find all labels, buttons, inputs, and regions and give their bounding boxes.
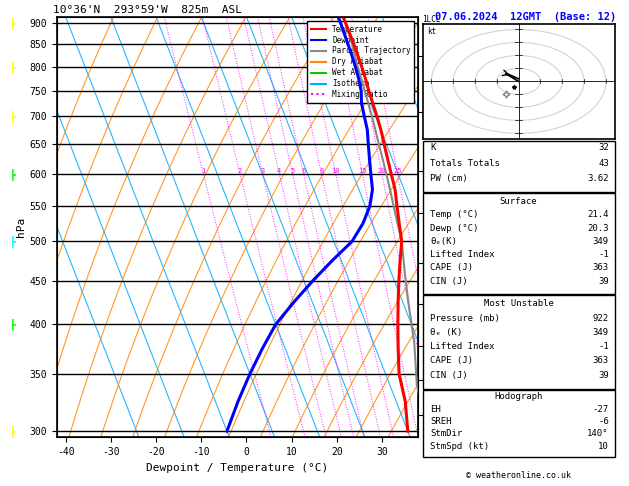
Text: Totals Totals: Totals Totals — [430, 158, 500, 168]
Legend: Temperature, Dewpoint, Parcel Trajectory, Dry Adiabat, Wet Adiabat, Isotherm, Mi: Temperature, Dewpoint, Parcel Trajectory… — [307, 21, 415, 103]
Text: 20.3: 20.3 — [587, 224, 609, 233]
Text: -27: -27 — [593, 405, 609, 414]
Text: Lifted Index: Lifted Index — [430, 342, 495, 351]
Text: Surface: Surface — [500, 197, 537, 206]
Text: 20: 20 — [377, 168, 386, 174]
Text: Most Unstable: Most Unstable — [484, 299, 554, 308]
Text: 3: 3 — [260, 168, 265, 174]
Text: 1: 1 — [201, 168, 206, 174]
Text: 363: 363 — [593, 263, 609, 273]
Y-axis label: hPa: hPa — [16, 217, 26, 237]
Text: kt: kt — [427, 27, 437, 36]
Text: ┣: ┣ — [9, 236, 15, 247]
Text: K: K — [430, 143, 436, 152]
Text: 349: 349 — [593, 237, 609, 246]
Text: 5: 5 — [291, 168, 294, 174]
Text: 349: 349 — [593, 328, 609, 337]
Text: 07.06.2024  12GMT  (Base: 12): 07.06.2024 12GMT (Base: 12) — [435, 12, 616, 22]
Text: -6: -6 — [598, 417, 609, 426]
Text: Dewp (°C): Dewp (°C) — [430, 224, 479, 233]
Text: Lifted Index: Lifted Index — [430, 250, 495, 259]
Text: 32: 32 — [598, 143, 609, 152]
Text: ┣: ┣ — [9, 168, 15, 180]
Text: EH: EH — [430, 405, 441, 414]
Text: CAPE (J): CAPE (J) — [430, 263, 474, 273]
Text: ┣: ┣ — [9, 61, 15, 73]
Text: 2: 2 — [238, 168, 242, 174]
Text: 39: 39 — [598, 371, 609, 380]
Text: 15: 15 — [358, 168, 367, 174]
Text: 140°: 140° — [587, 430, 609, 438]
Text: PW (cm): PW (cm) — [430, 174, 468, 183]
Text: 922: 922 — [593, 313, 609, 323]
Text: CAPE (J): CAPE (J) — [430, 356, 474, 365]
Text: 3.62: 3.62 — [587, 174, 609, 183]
Text: 363: 363 — [593, 356, 609, 365]
Text: -1: -1 — [598, 342, 609, 351]
Text: 1LCL: 1LCL — [422, 15, 440, 23]
Text: 4: 4 — [277, 168, 281, 174]
Text: 21.4: 21.4 — [587, 210, 609, 219]
Text: ┣: ┣ — [9, 110, 15, 122]
Text: 6: 6 — [301, 168, 306, 174]
Text: © weatheronline.co.uk: © weatheronline.co.uk — [467, 471, 571, 480]
X-axis label: Dewpoint / Temperature (°C): Dewpoint / Temperature (°C) — [147, 463, 328, 473]
Text: Mixing Ratio (g/kg): Mixing Ratio (g/kg) — [447, 180, 456, 275]
Text: SREH: SREH — [430, 417, 452, 426]
Text: 25: 25 — [393, 168, 402, 174]
Text: ┣: ┣ — [9, 17, 15, 29]
Text: -1: -1 — [598, 250, 609, 259]
Text: Hodograph: Hodograph — [494, 393, 543, 401]
Text: Pressure (mb): Pressure (mb) — [430, 313, 500, 323]
Text: 10: 10 — [331, 168, 340, 174]
Text: θₑ (K): θₑ (K) — [430, 328, 462, 337]
Text: StmSpd (kt): StmSpd (kt) — [430, 442, 489, 451]
Text: 39: 39 — [598, 277, 609, 286]
Text: Temp (°C): Temp (°C) — [430, 210, 479, 219]
Text: ┣: ┣ — [9, 425, 15, 437]
Text: StmDir: StmDir — [430, 430, 462, 438]
Text: 10: 10 — [598, 442, 609, 451]
Text: CIN (J): CIN (J) — [430, 277, 468, 286]
Text: 43: 43 — [598, 158, 609, 168]
Text: θₑ(K): θₑ(K) — [430, 237, 457, 246]
Text: CIN (J): CIN (J) — [430, 371, 468, 380]
Y-axis label: km
ASL: km ASL — [442, 216, 459, 238]
Text: ┣: ┣ — [9, 318, 15, 330]
Text: 10°36'N  293°59'W  825m  ASL: 10°36'N 293°59'W 825m ASL — [53, 5, 242, 15]
Text: 8: 8 — [320, 168, 323, 174]
